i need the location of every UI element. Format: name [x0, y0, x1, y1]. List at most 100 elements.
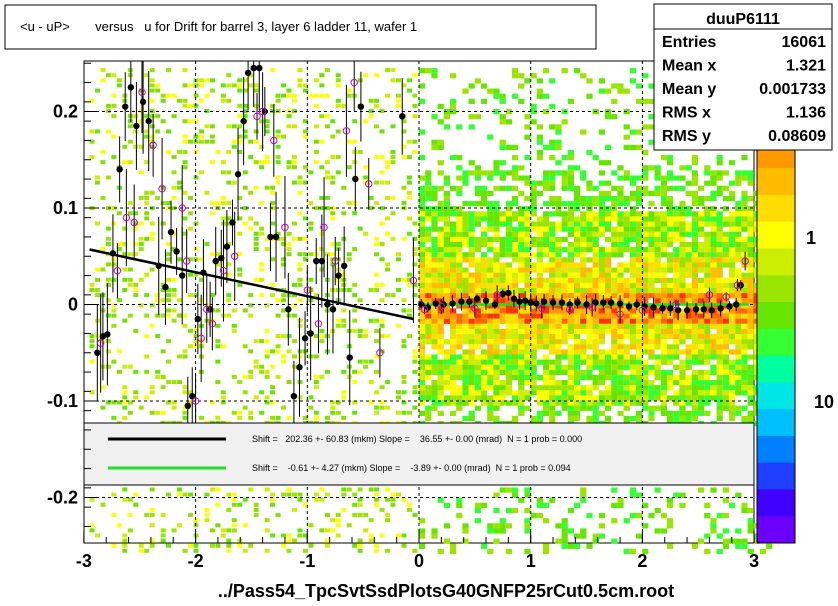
- density-cell: [431, 293, 438, 299]
- density-cell: [437, 139, 444, 145]
- density-cell: [530, 73, 537, 79]
- density-cell: [449, 241, 457, 248]
- density-cell: [561, 170, 568, 176]
- density-cell: [188, 139, 194, 144]
- density-cell: [716, 369, 723, 376]
- density-cell: [735, 354, 742, 360]
- density-cell: [160, 185, 166, 190]
- data-point: [733, 301, 740, 308]
- density-cell: [629, 513, 636, 519]
- density-cell: [648, 364, 655, 370]
- density-cell: [728, 293, 736, 299]
- density-cell: [617, 395, 624, 401]
- density-cell: [567, 507, 574, 514]
- density-cell: [385, 513, 391, 518]
- density-cell: [611, 236, 618, 243]
- density-cell: [419, 252, 426, 258]
- density-cell: [679, 247, 686, 253]
- density-cell: [122, 400, 128, 405]
- density-cell: [456, 206, 463, 212]
- density-cell: [747, 206, 754, 212]
- density-cell: [635, 349, 643, 355]
- data-point: [234, 171, 242, 178]
- density-cell: [511, 390, 519, 396]
- density-cell: [374, 410, 380, 415]
- density-cell: [524, 236, 531, 243]
- density-cell: [654, 339, 661, 345]
- density-cell: [580, 390, 587, 396]
- density-cell: [122, 241, 128, 246]
- density-cell: [443, 303, 450, 309]
- density-cell: [592, 216, 599, 222]
- density-cell: [449, 385, 457, 391]
- density-cell: [480, 323, 488, 329]
- density-cell: [679, 390, 686, 396]
- density-cell: [511, 282, 519, 289]
- density-cell: [443, 369, 450, 376]
- density-cell: [487, 257, 494, 263]
- density-cell: [741, 293, 748, 299]
- density-cell: [530, 241, 537, 248]
- density-cell: [237, 124, 243, 129]
- density-cell: [666, 282, 674, 289]
- density-cell: [567, 369, 574, 376]
- density-cell: [160, 287, 166, 292]
- density-cell: [419, 344, 426, 350]
- density-cell: [122, 226, 128, 231]
- density-cell: [691, 293, 698, 299]
- density-cell: [499, 216, 506, 222]
- density-cell: [499, 313, 506, 319]
- density-cell: [487, 374, 494, 381]
- density-cell: [524, 211, 531, 217]
- density-cell: [704, 380, 711, 386]
- density-cell: [716, 318, 723, 324]
- density-cell: [567, 185, 574, 191]
- density-cell: [313, 385, 319, 390]
- density-cell: [480, 339, 488, 345]
- density-cell: [592, 195, 599, 202]
- density-cell: [660, 395, 667, 401]
- density-cell: [379, 298, 385, 303]
- density-cell: [549, 415, 556, 422]
- density-cell: [493, 277, 500, 283]
- density-cell: [666, 497, 674, 503]
- density-cell: [425, 364, 432, 370]
- density-cell: [449, 293, 457, 299]
- density-cell: [341, 318, 347, 323]
- density-cell: [122, 543, 128, 548]
- density-cell: [685, 272, 692, 278]
- density-cell: [666, 241, 674, 248]
- density-cell: [654, 277, 661, 283]
- density-cell: [281, 83, 287, 88]
- data-point-open: [138, 88, 146, 96]
- density-cell: [604, 206, 612, 212]
- density-cell: [462, 390, 469, 396]
- density-cell: [449, 267, 457, 273]
- density-cell: [204, 513, 210, 518]
- density-cell: [598, 180, 605, 186]
- density-cell: [536, 236, 543, 243]
- density-cell: [242, 206, 248, 211]
- density-cell: [237, 149, 243, 154]
- density-cell: [259, 144, 265, 149]
- density-cell: [468, 415, 475, 422]
- density-cell: [617, 385, 624, 391]
- density-cell: [431, 144, 438, 150]
- density-cell: [524, 78, 531, 84]
- density-cell: [673, 221, 680, 227]
- density-cell: [697, 380, 705, 386]
- density-cell: [704, 410, 711, 416]
- density-cell: [747, 175, 754, 181]
- density-cell: [419, 267, 426, 273]
- density-cell: [499, 282, 506, 289]
- density-cell: [149, 221, 155, 226]
- density-cell: [220, 93, 226, 98]
- density-cell: [253, 507, 259, 512]
- density-cell: [654, 313, 661, 319]
- density-cell: [567, 364, 574, 370]
- density-cell: [215, 344, 221, 349]
- data-point-open: [733, 281, 742, 289]
- density-cell: [505, 313, 512, 319]
- density-cell: [697, 395, 705, 401]
- density-cell: [691, 298, 698, 304]
